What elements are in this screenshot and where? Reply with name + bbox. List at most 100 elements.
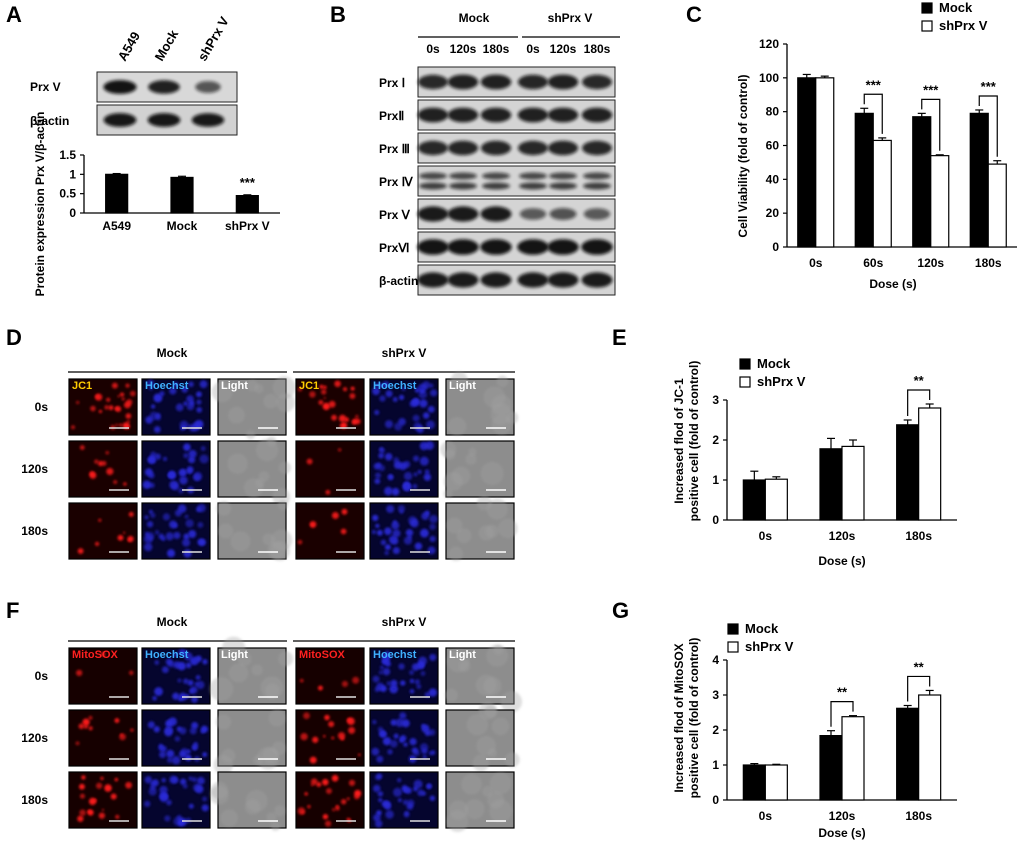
nucleus — [409, 689, 415, 694]
y-tick-label: 1.5 — [59, 148, 76, 162]
texture — [270, 540, 290, 561]
nucleus — [184, 514, 189, 519]
signal — [341, 680, 349, 688]
nucleus — [195, 655, 202, 663]
nucleus — [402, 482, 412, 491]
nucleus — [196, 406, 203, 413]
nucleus — [405, 528, 414, 537]
signal — [331, 512, 339, 519]
nucleus — [384, 486, 393, 496]
texture — [464, 799, 485, 820]
nucleus — [192, 743, 199, 750]
micrograph-frame — [295, 440, 365, 498]
nucleus — [174, 509, 182, 517]
nucleus — [201, 804, 209, 812]
blot-band — [547, 140, 579, 156]
texture — [445, 688, 458, 702]
texture — [486, 498, 508, 520]
bar — [872, 139, 892, 248]
signal — [98, 518, 102, 522]
nucleus — [191, 721, 199, 730]
nucleus — [154, 660, 160, 665]
signal — [119, 392, 125, 397]
blot-band — [547, 239, 579, 255]
texture — [263, 393, 278, 409]
nucleus — [378, 798, 383, 803]
panel-label-d: D — [6, 325, 22, 350]
micrograph-mitosox — [295, 771, 365, 829]
nucleus — [159, 793, 169, 803]
blot-band — [517, 74, 549, 90]
nucleus — [161, 777, 166, 783]
texture — [489, 772, 512, 795]
texture — [215, 714, 232, 730]
panel-a-chart: Protein expression Prx V/β-actin 0 0.5 1 1.… — [33, 112, 280, 297]
signal — [321, 778, 329, 786]
signal — [88, 726, 93, 731]
nucleus — [154, 453, 162, 460]
bar — [819, 448, 843, 521]
micrograph-jc1: JC1 — [295, 378, 365, 436]
signal — [358, 753, 361, 757]
nucleus — [388, 474, 394, 480]
texture — [220, 809, 238, 827]
nucleus — [176, 726, 182, 732]
y-tick-label: 0 — [69, 206, 76, 220]
texture — [461, 773, 482, 795]
nucleus — [199, 454, 209, 464]
signal — [338, 448, 342, 452]
micrograph-hoechst: Hoechst — [141, 647, 211, 705]
texture — [498, 518, 518, 539]
nucleus — [173, 652, 178, 657]
panel-a-ylabel: Protein expression Prx V/β-actin — [33, 112, 47, 297]
nucleus — [189, 686, 198, 694]
nucleus — [195, 506, 202, 513]
blot-row-label: Prx Ⅳ — [379, 175, 414, 189]
nucleus — [151, 404, 156, 409]
signal — [98, 409, 102, 414]
nucleus — [429, 383, 434, 388]
micrograph-light — [440, 440, 515, 499]
nucleus — [418, 656, 428, 666]
signal — [348, 779, 356, 786]
nucleus — [197, 522, 204, 528]
texture — [237, 652, 252, 666]
blot-band — [103, 80, 137, 94]
signal — [324, 820, 332, 827]
signal — [75, 741, 80, 746]
blot-row-label: Prx Ⅴ — [379, 208, 411, 222]
micrograph-hoechst — [141, 709, 211, 767]
nucleus — [185, 519, 194, 528]
nucleus — [158, 743, 164, 749]
nucleus — [429, 535, 436, 543]
signal — [88, 715, 93, 720]
bar — [918, 407, 942, 521]
signal — [354, 789, 362, 798]
signal — [128, 511, 134, 517]
x-tick-label: 120s — [829, 809, 856, 823]
legend-label: shPrx V — [939, 18, 988, 33]
nucleus — [416, 684, 422, 689]
x-tick-label: 120s — [829, 529, 856, 543]
micrograph-mitosox: MitoSOX — [68, 647, 138, 705]
x-tick-label: 180s — [975, 256, 1002, 270]
bar — [764, 764, 788, 801]
blot-label-prxv: Prx V — [30, 80, 61, 94]
nucleus — [165, 719, 173, 728]
texture — [278, 461, 292, 474]
signal — [339, 424, 344, 428]
texture — [483, 676, 502, 696]
nucleus — [421, 723, 426, 728]
nucleus — [413, 779, 423, 789]
blot-band — [482, 182, 510, 190]
signal — [317, 685, 323, 691]
bar — [987, 163, 1007, 248]
bar — [742, 764, 766, 801]
signal — [350, 386, 355, 391]
nucleus — [420, 528, 429, 538]
signal — [310, 783, 314, 787]
nucleus — [147, 379, 155, 387]
nucleus — [181, 386, 188, 393]
nucleus — [165, 658, 173, 666]
signal — [78, 783, 85, 790]
